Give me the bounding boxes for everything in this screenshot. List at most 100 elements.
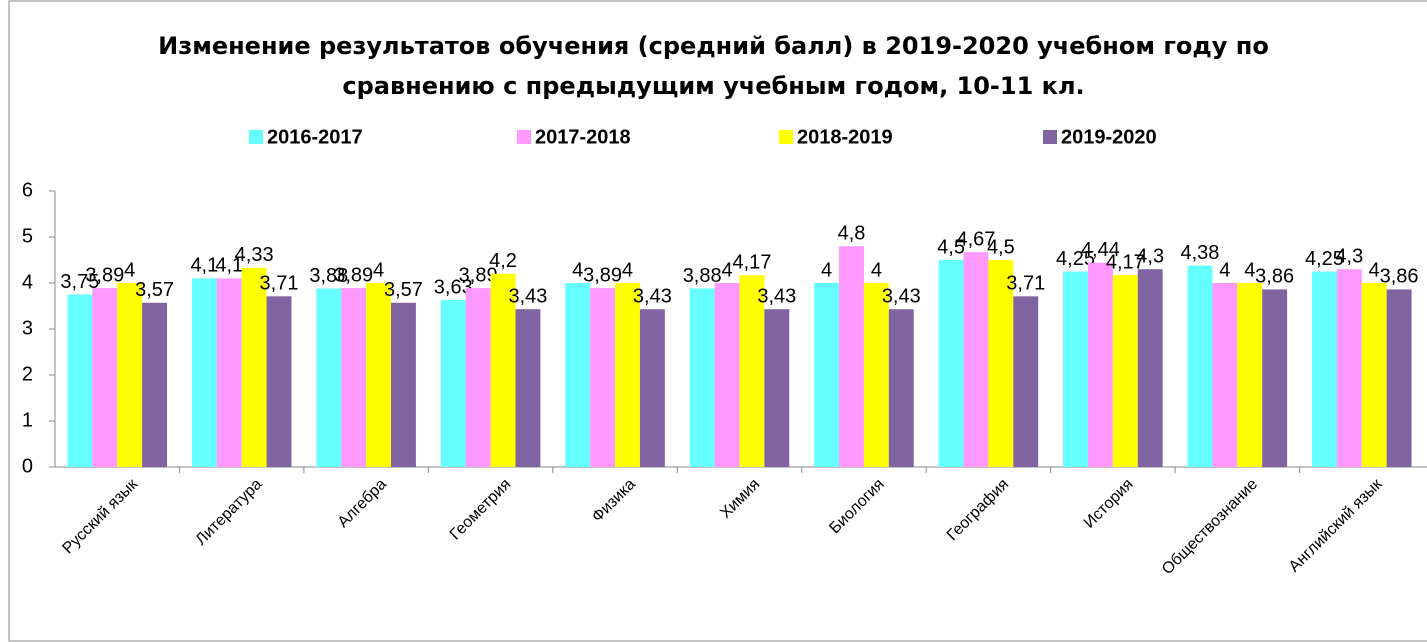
data-label: 3,43	[508, 286, 547, 308]
bar	[67, 294, 93, 467]
data-label: 4	[373, 259, 384, 281]
data-label: 4	[124, 259, 135, 281]
bar	[963, 252, 989, 467]
bar	[440, 300, 466, 467]
x-tick-label: Химия	[717, 476, 763, 522]
data-label: 3,57	[384, 279, 423, 301]
data-label: 4,2	[489, 250, 517, 272]
bar	[839, 246, 864, 467]
bar	[565, 283, 591, 467]
bar	[590, 288, 616, 467]
chart-border	[8, 0, 1427, 642]
x-tick-label: География	[944, 476, 1012, 544]
y-tick-label: 2	[22, 363, 33, 385]
data-label: 3,86	[1255, 266, 1294, 288]
data-label: 3,57	[135, 279, 174, 301]
bar	[1262, 289, 1288, 467]
legend-label: 2017-2018	[535, 126, 631, 148]
data-label: 4	[1244, 259, 1255, 281]
data-label: 4,5	[987, 236, 1015, 258]
bar	[1361, 283, 1387, 467]
legend-swatch	[1043, 130, 1057, 144]
legend-swatch	[779, 130, 793, 144]
bar	[1386, 289, 1412, 467]
data-label: 4,38	[1181, 242, 1220, 264]
bar	[1063, 271, 1088, 467]
bar	[191, 278, 217, 467]
y-tick-label: 6	[22, 179, 33, 201]
bar	[988, 260, 1014, 467]
data-label: 4,1	[190, 255, 218, 277]
data-label: 4,67	[956, 228, 995, 250]
bar	[490, 273, 516, 467]
bar	[341, 288, 367, 467]
x-tick-label: Геометрия	[447, 476, 515, 544]
bar	[117, 283, 143, 467]
bar	[814, 283, 840, 467]
bar	[266, 296, 292, 467]
data-label: 4,25	[1305, 248, 1344, 270]
legend-label: 2019-2020	[1061, 126, 1157, 148]
x-tick-label: Русский язык	[60, 475, 142, 557]
data-label: 3,43	[882, 286, 921, 308]
bar	[863, 283, 889, 467]
data-label: 3,43	[757, 286, 796, 308]
data-label: 4,5	[937, 236, 965, 258]
data-label: 4,25	[1056, 248, 1095, 270]
bar	[366, 283, 392, 467]
bar	[216, 278, 242, 467]
bar	[639, 309, 665, 467]
bar	[316, 288, 342, 467]
y-tick-label: 5	[22, 225, 33, 247]
bar	[689, 288, 715, 467]
legend-swatch	[517, 130, 531, 144]
bar	[1112, 275, 1138, 467]
data-label: 4,1	[215, 255, 243, 277]
x-tick-label: Алгебра	[335, 476, 390, 531]
bar	[465, 288, 491, 467]
bar	[714, 283, 740, 467]
legend-label: 2018-2019	[797, 126, 893, 148]
legend-swatch	[249, 130, 263, 144]
data-label: 4,8	[838, 222, 866, 244]
data-label: 3,89	[459, 264, 498, 286]
bar	[1212, 283, 1238, 467]
x-tick-label: Английский язык	[1286, 475, 1386, 575]
chart-title: Изменение результатов обучения (средний …	[158, 32, 1269, 100]
bar	[764, 309, 790, 467]
x-tick-label: Физика	[589, 476, 639, 526]
data-label: 4,3	[1136, 245, 1164, 267]
x-tick-label: Обществознание	[1159, 476, 1261, 578]
data-label: 3,43	[633, 286, 672, 308]
data-label: 3,89	[334, 264, 373, 286]
x-tick-label: История	[1081, 476, 1137, 532]
data-label: 4	[1219, 259, 1230, 281]
bar	[938, 260, 964, 467]
data-label: 3,71	[260, 273, 299, 295]
bar	[1336, 269, 1362, 467]
y-tick-label: 1	[22, 409, 33, 431]
data-label: 3,86	[1380, 266, 1419, 288]
bar	[1237, 283, 1263, 467]
data-label: 3,63	[434, 276, 473, 298]
data-label: 4,3	[1335, 245, 1363, 267]
data-label: 4,17	[1106, 251, 1145, 273]
bar	[241, 267, 267, 467]
data-label: 4	[721, 259, 732, 281]
bar	[1137, 269, 1163, 467]
bar	[888, 309, 914, 467]
bar	[515, 309, 541, 467]
bar	[142, 302, 168, 467]
y-tick-label: 3	[22, 317, 33, 339]
data-label: 3,75	[60, 271, 99, 293]
bar	[615, 283, 640, 467]
data-label: 3,89	[85, 264, 124, 286]
data-label: 3,88	[683, 265, 722, 287]
data-label: 4,44	[1081, 239, 1120, 261]
bar	[92, 288, 118, 467]
y-tick-label: 0	[22, 455, 33, 477]
legend-label: 2016-2017	[267, 126, 363, 148]
bar	[1087, 262, 1113, 467]
